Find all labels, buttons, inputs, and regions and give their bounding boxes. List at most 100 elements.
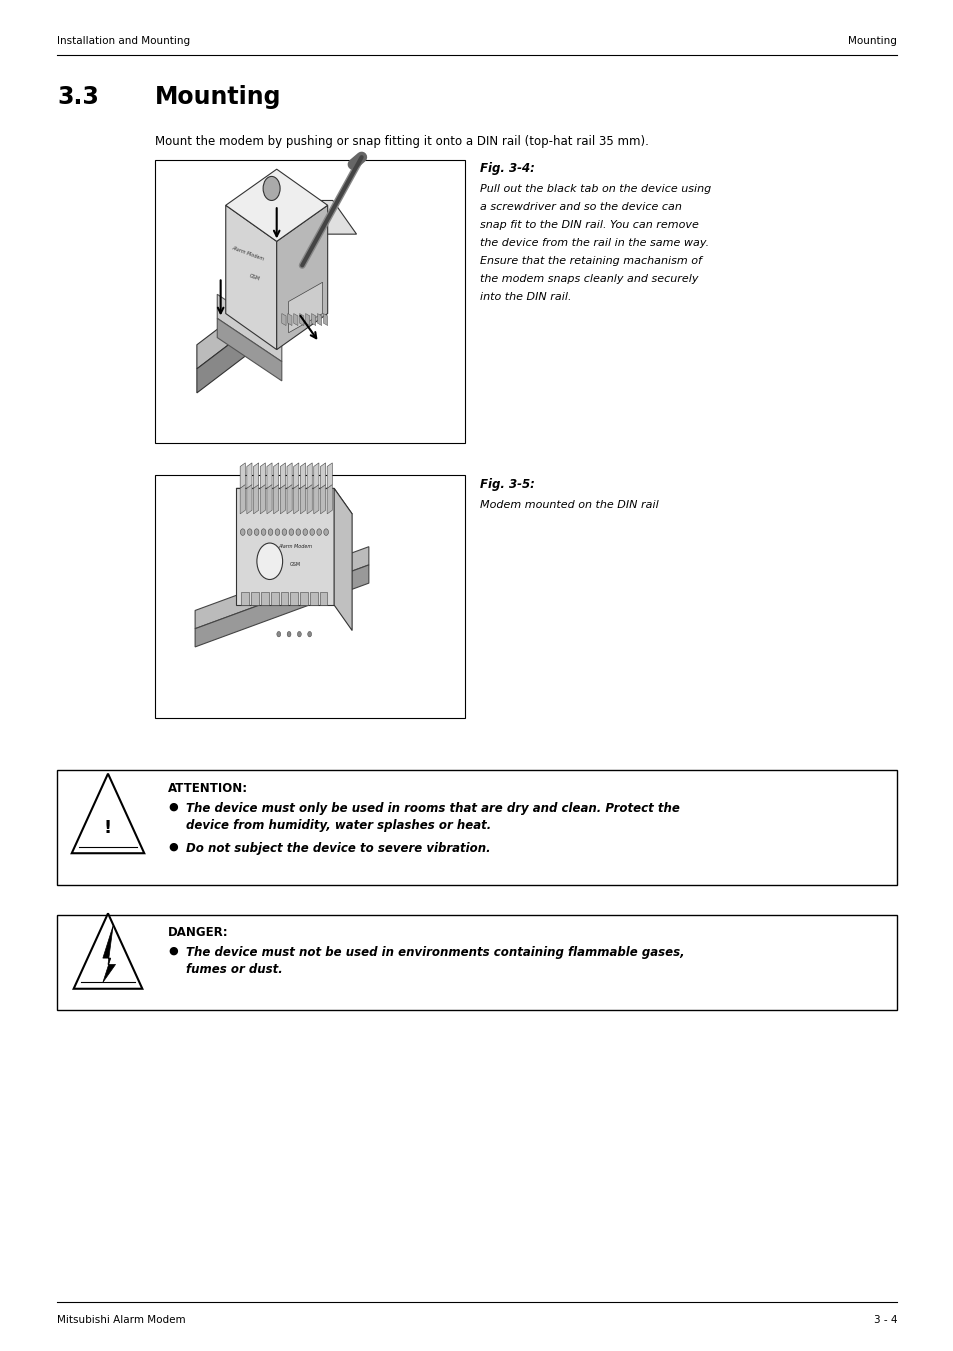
Polygon shape xyxy=(253,485,258,513)
Text: ●: ● xyxy=(168,802,177,812)
Polygon shape xyxy=(323,313,327,326)
Circle shape xyxy=(310,528,314,535)
Polygon shape xyxy=(290,592,297,605)
Text: Installation and Mounting: Installation and Mounting xyxy=(57,36,190,46)
Polygon shape xyxy=(253,463,258,488)
Text: Alarm Modem: Alarm Modem xyxy=(231,245,264,262)
Polygon shape xyxy=(320,485,325,513)
Polygon shape xyxy=(334,488,352,631)
Text: ●: ● xyxy=(168,946,177,957)
Bar xyxy=(154,159,464,443)
Polygon shape xyxy=(226,169,327,242)
Text: GSM: GSM xyxy=(290,562,301,567)
Polygon shape xyxy=(300,592,308,605)
Circle shape xyxy=(274,528,279,535)
Polygon shape xyxy=(327,463,332,488)
Polygon shape xyxy=(240,485,245,513)
Polygon shape xyxy=(294,463,298,488)
Text: Do not subject the device to severe vibration.: Do not subject the device to severe vibr… xyxy=(186,842,490,855)
Polygon shape xyxy=(280,485,285,513)
Bar xyxy=(154,476,464,717)
Polygon shape xyxy=(271,592,278,605)
Polygon shape xyxy=(287,485,292,513)
Polygon shape xyxy=(217,319,281,381)
Text: Mounting: Mounting xyxy=(154,85,281,109)
Text: 3 - 4: 3 - 4 xyxy=(873,1315,896,1325)
Text: GSM: GSM xyxy=(249,273,260,282)
Bar xyxy=(57,770,896,885)
Polygon shape xyxy=(103,925,115,982)
Text: Mitsubishi Alarm Modem: Mitsubishi Alarm Modem xyxy=(57,1315,186,1325)
Text: DANGER:: DANGER: xyxy=(168,925,229,939)
Polygon shape xyxy=(267,463,272,488)
Polygon shape xyxy=(226,205,276,350)
Polygon shape xyxy=(276,205,327,350)
Text: ●: ● xyxy=(168,842,177,852)
Circle shape xyxy=(263,177,280,200)
Polygon shape xyxy=(195,547,369,628)
Text: the modem snaps cleanly and securely: the modem snaps cleanly and securely xyxy=(479,274,698,284)
Text: 3.3: 3.3 xyxy=(57,85,99,109)
Circle shape xyxy=(268,528,273,535)
Polygon shape xyxy=(307,485,312,513)
Text: Fig. 3-4:: Fig. 3-4: xyxy=(479,162,535,176)
Text: Modem mounted on the DIN rail: Modem mounted on the DIN rail xyxy=(479,500,659,509)
Text: ATTENTION:: ATTENTION: xyxy=(168,782,248,794)
Polygon shape xyxy=(236,488,352,513)
Polygon shape xyxy=(300,485,305,513)
Polygon shape xyxy=(196,258,311,369)
Polygon shape xyxy=(294,313,297,326)
Polygon shape xyxy=(288,313,292,326)
Text: The device must not be used in environments containing flammable gases,: The device must not be used in environme… xyxy=(186,946,684,959)
Text: Fig. 3-5:: Fig. 3-5: xyxy=(479,478,535,490)
Polygon shape xyxy=(237,200,356,234)
Text: The device must only be used in rooms that are dry and clean. Protect the: The device must only be used in rooms th… xyxy=(186,802,679,815)
Polygon shape xyxy=(260,463,265,488)
Circle shape xyxy=(276,631,280,636)
Polygon shape xyxy=(317,313,321,326)
Circle shape xyxy=(295,528,300,535)
Polygon shape xyxy=(320,463,325,488)
Polygon shape xyxy=(274,463,278,488)
Text: Mounting: Mounting xyxy=(847,36,896,46)
Circle shape xyxy=(316,528,321,535)
Polygon shape xyxy=(236,488,334,605)
Polygon shape xyxy=(300,463,305,488)
Polygon shape xyxy=(247,463,252,488)
Circle shape xyxy=(303,528,307,535)
Polygon shape xyxy=(312,313,315,326)
Circle shape xyxy=(289,528,294,535)
Circle shape xyxy=(254,528,258,535)
Polygon shape xyxy=(287,463,292,488)
Polygon shape xyxy=(314,463,318,488)
Polygon shape xyxy=(280,463,285,488)
Circle shape xyxy=(282,528,287,535)
Polygon shape xyxy=(274,485,278,513)
Text: !: ! xyxy=(104,819,112,836)
Text: device from humidity, water splashes or heat.: device from humidity, water splashes or … xyxy=(186,819,491,832)
Circle shape xyxy=(261,528,266,535)
Polygon shape xyxy=(267,485,272,513)
Polygon shape xyxy=(310,592,317,605)
Polygon shape xyxy=(305,313,310,326)
Bar xyxy=(57,915,896,1011)
Polygon shape xyxy=(327,485,332,513)
Polygon shape xyxy=(217,295,281,362)
Polygon shape xyxy=(73,913,142,989)
Text: Pull out the black tab on the device using: Pull out the black tab on the device usi… xyxy=(479,184,711,195)
Polygon shape xyxy=(281,313,286,326)
Polygon shape xyxy=(241,592,249,605)
Polygon shape xyxy=(319,592,327,605)
Circle shape xyxy=(323,528,328,535)
Text: into the DIN rail.: into the DIN rail. xyxy=(479,292,571,303)
Text: Mount the modem by pushing or snap fitting it onto a DIN rail (top-hat rail 35 m: Mount the modem by pushing or snap fitti… xyxy=(154,135,648,149)
Polygon shape xyxy=(261,592,269,605)
Polygon shape xyxy=(251,592,258,605)
Polygon shape xyxy=(289,282,322,332)
Text: a screwdriver and so the device can: a screwdriver and so the device can xyxy=(479,203,681,212)
Polygon shape xyxy=(196,282,311,393)
Text: fumes or dust.: fumes or dust. xyxy=(186,963,282,975)
Polygon shape xyxy=(247,485,252,513)
Polygon shape xyxy=(260,485,265,513)
Polygon shape xyxy=(195,565,369,647)
